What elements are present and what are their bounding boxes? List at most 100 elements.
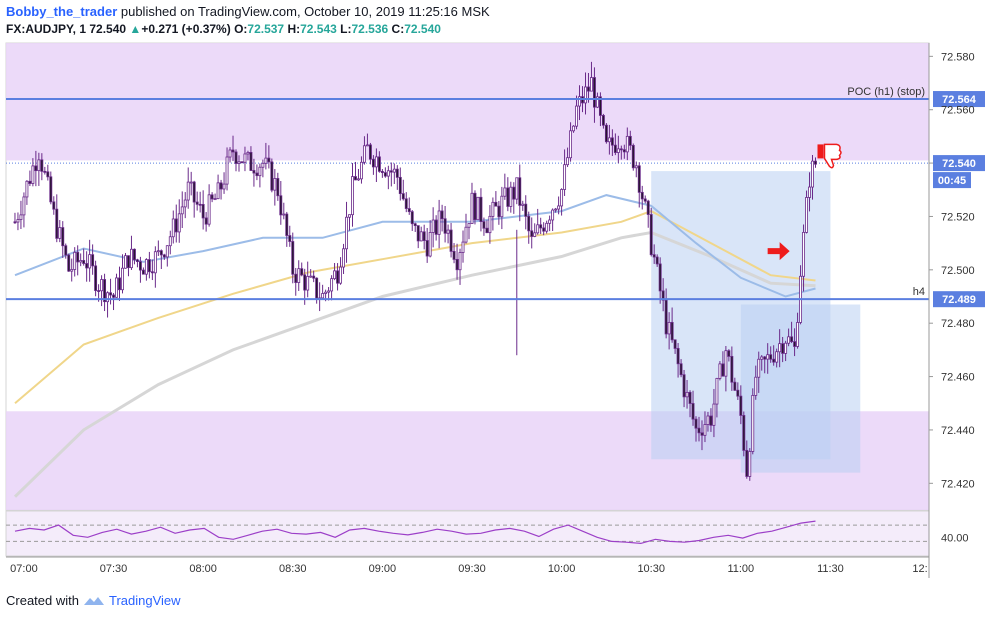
candle-body [261,162,265,168]
candle-body [168,236,172,247]
candle-body [554,208,558,211]
last-price-tag-text: 72.540 [942,158,976,170]
candle-body [446,229,450,234]
candle-body [85,263,89,269]
open-label: O: [234,22,248,36]
candle-body [150,271,154,274]
candle-body [542,227,546,232]
candle-body [231,149,235,153]
candle-body [156,250,160,253]
candle-body [82,260,86,264]
candle-body [46,171,50,178]
candle-body [354,176,357,181]
candle-body [607,137,611,143]
thumbs-down-icon [817,144,824,159]
candle-body [772,358,776,363]
candle-body [363,145,366,163]
author-link[interactable]: Bobby_the_trader [6,4,118,19]
candle-body [216,182,220,200]
last-price: 72.540 [89,22,127,36]
candle-body [342,248,345,268]
candle-body [138,261,142,271]
candle-body [61,227,65,247]
time-tick-label: 09:30 [458,563,486,575]
candle-body [345,216,348,250]
candle-body [186,181,190,201]
level-tag-1 [933,291,985,308]
candle-body [730,355,734,383]
candle-body [413,223,417,227]
candle-body [595,96,599,108]
candle-body [55,208,59,239]
candle-body [162,254,166,258]
candle-body [434,219,438,235]
candle-body [103,279,107,303]
candle-body [43,170,47,173]
candle-body [121,267,124,291]
candle-body [440,210,444,220]
level-tag-text-1: 72.489 [942,294,976,306]
low-label: L: [340,22,352,36]
candle-body [613,144,617,153]
candle-body [488,215,492,234]
candle-body [171,218,175,238]
candle-body [282,213,286,216]
range-box-2 [740,304,861,473]
candle-body [207,194,211,225]
ma-yellow-line [14,210,816,405]
candle-body [449,229,453,252]
price-tick-label: 72.580 [941,51,975,63]
time-tick-label: 08:00 [189,563,217,575]
candle-body [124,255,127,269]
price-tick-label: 72.500 [941,265,975,277]
legend-line: FX:AUDJPY, 1 72.540 ▲+0.271 (+0.37%) O:7… [6,22,441,36]
candle-body [476,196,480,221]
candle-body [270,161,274,191]
candle-body [177,213,181,233]
candle-body [748,451,752,477]
candle-body [464,226,468,243]
candle-body [718,363,722,379]
candle-body [267,157,271,163]
candle-body [94,265,98,291]
candle-body [144,259,148,275]
price-tick-label: 72.560 [941,105,975,117]
candle-body [482,221,486,229]
candle-body [407,208,411,213]
candle-body [368,144,372,160]
candle-body [243,153,247,163]
candle-body [64,245,68,256]
candle-body [736,389,740,397]
candle-body [52,201,56,210]
close-value: 72.540 [404,22,441,36]
candle-body [760,356,764,360]
candle-body [802,231,805,277]
level-tag-text-0: 72.564 [942,94,977,106]
candle-body [640,191,644,200]
rsi-line [14,520,816,545]
time-tick-label: 10:30 [637,563,665,575]
candle-body [324,291,328,294]
price-tick-label: 72.440 [941,425,975,437]
candle-body [512,186,516,200]
tradingview-link[interactable]: TradingView [108,593,181,608]
candle-body [751,395,755,452]
candle-body [25,180,29,198]
candle-body [234,151,238,164]
candle-body [174,218,178,233]
candle-body [180,206,184,215]
candle-body [246,152,250,155]
candle-body [715,377,719,405]
candle-body [198,203,202,206]
candle-body [754,376,758,396]
symbol-label[interactable]: FX:AUDJPY, 1 [6,22,87,36]
candle-body [213,198,217,201]
publish-line: Bobby_the_trader published on TradingVie… [6,4,490,19]
candle-body [808,186,811,198]
candle-body [658,263,662,292]
candle-body [258,166,262,177]
candle-body [688,391,692,404]
candle-body [551,209,555,221]
candle-body [787,336,791,344]
